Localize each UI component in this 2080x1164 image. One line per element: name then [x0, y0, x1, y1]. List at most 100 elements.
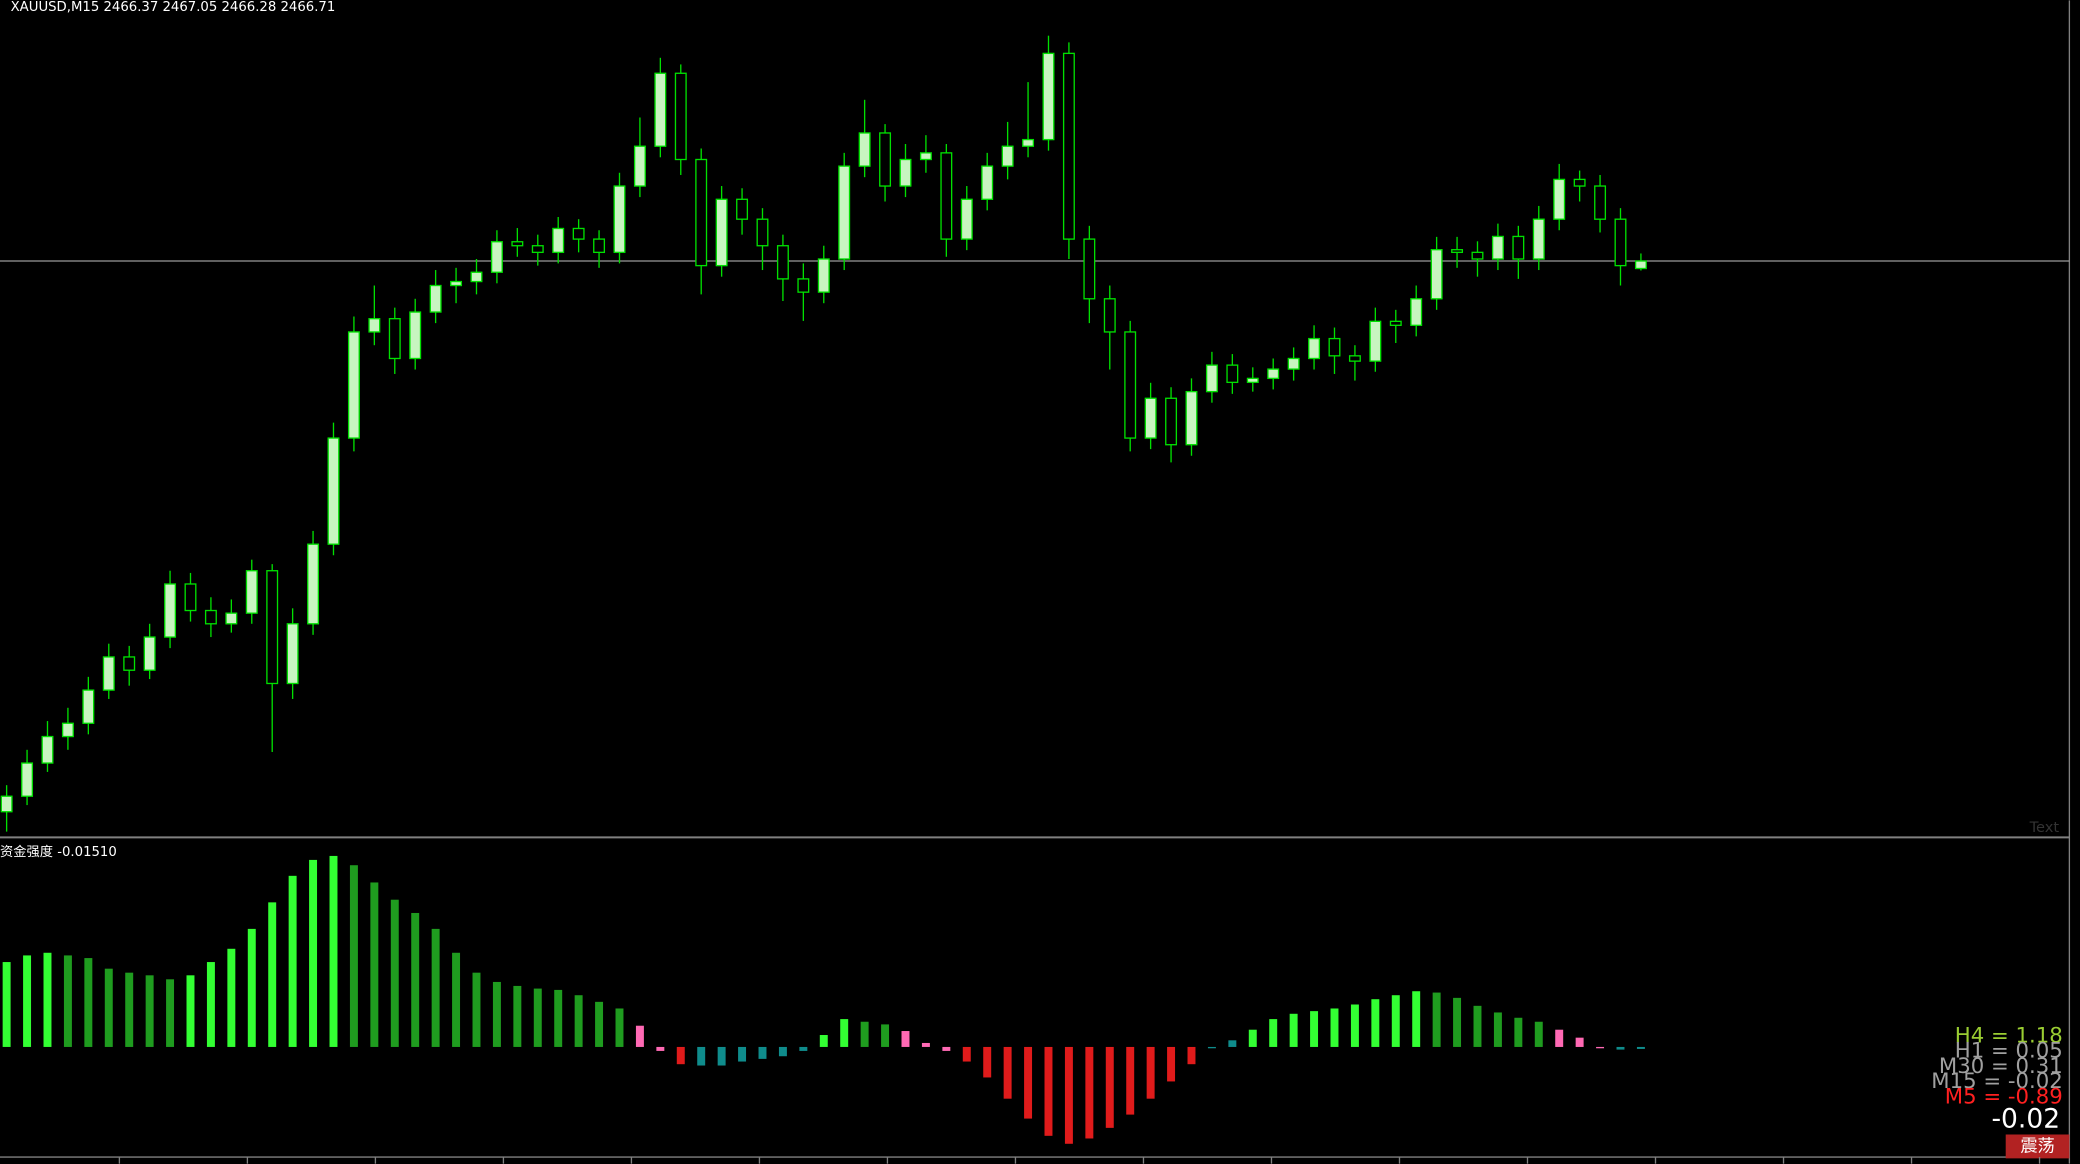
histogram-bar — [2, 962, 11, 1047]
histogram-bar — [881, 1024, 890, 1047]
candle-body — [899, 158, 912, 187]
histogram-bar — [411, 912, 420, 1047]
candle-body — [838, 165, 851, 260]
candle-body — [1124, 331, 1137, 439]
candle-body — [817, 258, 830, 293]
candle-body — [225, 612, 238, 625]
histogram-bar — [1269, 1019, 1278, 1047]
histogram-bar — [1473, 1005, 1482, 1047]
candle-body — [286, 623, 299, 685]
histogram-bar — [1289, 1013, 1298, 1047]
histogram-bar — [1187, 1046, 1196, 1065]
candle-body — [715, 198, 728, 267]
candle-body — [593, 238, 606, 254]
candle-body — [470, 271, 483, 283]
histogram-bar — [247, 928, 256, 1047]
histogram-bar — [1616, 1046, 1625, 1050]
candle-body — [511, 241, 524, 247]
candle-body — [1022, 138, 1035, 147]
timeframe-strength: H1 = 0.05 — [1955, 1039, 2063, 1064]
histogram-bar — [63, 955, 72, 1047]
histogram-bar — [533, 988, 542, 1047]
histogram-bar — [717, 1046, 726, 1066]
histogram-bar — [574, 995, 583, 1047]
histogram-bar — [1248, 1029, 1257, 1047]
histogram-bar — [125, 972, 134, 1047]
histogram-bar — [676, 1046, 685, 1065]
histogram-bar — [1534, 1021, 1543, 1047]
candle-body — [82, 689, 95, 724]
candle-body — [552, 227, 565, 254]
candle-body — [450, 280, 463, 287]
histogram-bar — [921, 1042, 930, 1047]
histogram-bar — [962, 1046, 971, 1062]
candle-body — [61, 722, 74, 738]
histogram-bar — [901, 1031, 910, 1047]
timeframe-strength: H4 = 1.18 — [1955, 1023, 2063, 1048]
histogram-bar — [390, 899, 399, 1047]
candle-body — [1369, 320, 1382, 362]
candle-body — [1430, 249, 1443, 300]
candle-body — [245, 570, 258, 614]
candle-body — [1165, 397, 1178, 446]
histogram-bar — [186, 975, 195, 1047]
candle-body — [1246, 377, 1259, 384]
candle-body — [1410, 298, 1423, 326]
candle-body — [572, 227, 585, 240]
histogram-bar — [1432, 992, 1441, 1047]
candle-body — [1512, 235, 1525, 260]
histogram-bar — [1044, 1046, 1053, 1136]
candle-body — [0, 795, 13, 813]
histogram-bar — [329, 855, 338, 1047]
timeframe-strength: M30 = 0.31 — [1939, 1054, 2063, 1079]
candle-body — [1328, 337, 1341, 357]
histogram-bar — [452, 952, 461, 1047]
candle-body — [1634, 260, 1647, 270]
histogram-bar — [1453, 997, 1462, 1047]
candle-body — [266, 570, 279, 685]
histogram-bar — [1514, 1017, 1523, 1047]
candle-body — [1205, 364, 1218, 393]
candle-body — [1471, 251, 1484, 260]
candle-body — [879, 132, 892, 187]
histogram-bar — [595, 1001, 604, 1047]
candle-body — [858, 132, 871, 167]
histogram-bar — [1105, 1046, 1114, 1128]
candle-body — [1573, 178, 1586, 187]
candle-body — [756, 218, 769, 247]
candle-body — [184, 583, 197, 612]
histogram-bar — [554, 989, 563, 1047]
histogram-bar — [1024, 1046, 1033, 1119]
histogram-bar — [778, 1046, 787, 1057]
candle-body — [1553, 178, 1566, 220]
histogram-bar — [166, 979, 175, 1047]
candle-body — [388, 318, 401, 360]
candle-body — [981, 165, 994, 200]
candle-body — [1491, 235, 1504, 260]
histogram-bar — [1126, 1046, 1135, 1115]
candle-body — [1348, 355, 1361, 362]
histogram-bar — [1085, 1046, 1094, 1139]
histogram-bar — [1003, 1046, 1012, 1099]
candle-body — [674, 72, 687, 161]
candle-body — [960, 198, 973, 240]
candle-body — [613, 185, 626, 254]
candle-body — [1532, 218, 1545, 260]
histogram-bar — [1636, 1046, 1645, 1049]
candle-body — [164, 583, 177, 638]
histogram-bar — [84, 958, 93, 1047]
histogram-bar — [758, 1046, 767, 1059]
histogram-bar — [1391, 995, 1400, 1047]
candle-body — [531, 245, 544, 254]
candle-body — [919, 152, 932, 161]
candle-body — [307, 543, 320, 625]
candle-body — [1144, 397, 1157, 439]
histogram-bar — [370, 882, 379, 1047]
candle-body — [1594, 185, 1607, 220]
candle-body — [21, 762, 34, 797]
indicator-title: 资金强度 -0.01510 — [0, 844, 117, 860]
status-badge — [2005, 1134, 2070, 1159]
